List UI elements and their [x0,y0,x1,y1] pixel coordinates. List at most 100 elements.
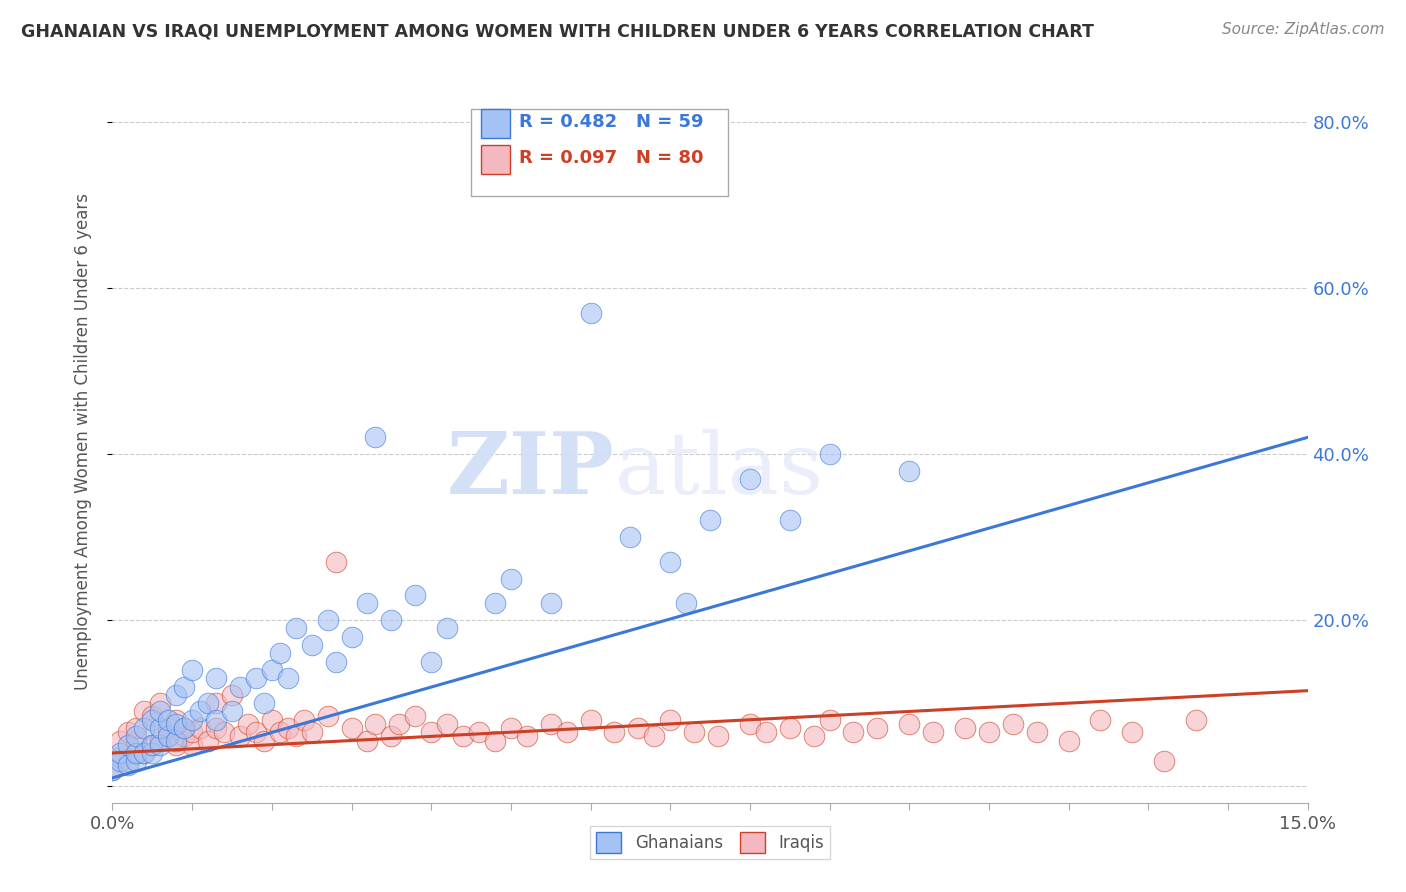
Point [364,430,387,444]
Point [117,758,139,772]
Point [110,746,132,760]
Point [277,671,299,685]
Point [738,472,761,486]
Point [579,713,602,727]
Point [356,733,378,747]
Point [157,730,180,744]
Point [205,713,228,727]
Point [659,713,682,727]
Point [364,717,387,731]
Point [173,721,195,735]
Point [977,725,1000,739]
Point [1001,717,1024,731]
Point [818,447,841,461]
Point [436,717,458,731]
Point [284,730,307,744]
Point [356,597,378,611]
Point [922,725,945,739]
Point [292,713,315,727]
Point [284,621,307,635]
Point [388,717,411,731]
Point [540,597,562,611]
Point [236,717,259,731]
Point [253,733,276,747]
Text: R = 0.482   N = 59: R = 0.482 N = 59 [519,113,703,131]
Point [603,725,626,739]
Point [738,717,761,731]
Point [173,680,195,694]
Point [1090,713,1112,727]
Point [157,713,180,727]
Point [579,306,602,320]
Point [141,746,163,760]
Point [643,730,665,744]
Point [499,572,522,586]
Point [316,708,339,723]
Point [245,671,267,685]
Point [253,696,276,710]
Text: R = 0.097   N = 80: R = 0.097 N = 80 [519,149,703,168]
Point [181,725,204,739]
Point [260,663,283,677]
Point [101,763,124,777]
Point [165,713,187,727]
Point [499,721,522,735]
Point [149,705,172,719]
Point [380,730,402,744]
Point [325,555,347,569]
Point [245,725,267,739]
Point [683,725,706,739]
Point [149,721,172,735]
Point [157,721,180,735]
Point [229,680,252,694]
Point [779,513,801,527]
Point [141,713,163,727]
Point [101,763,124,777]
Point [221,705,243,719]
Point [1057,733,1080,747]
Point [149,733,172,747]
Legend: Ghanaians, Iraqis: Ghanaians, Iraqis [589,826,831,860]
Point [699,513,721,527]
FancyBboxPatch shape [481,109,510,138]
Point [659,555,682,569]
Point [707,730,730,744]
Point [269,646,291,660]
Point [340,721,363,735]
Point [205,671,228,685]
Text: Source: ZipAtlas.com: Source: ZipAtlas.com [1222,22,1385,37]
Point [125,746,148,760]
Point [866,721,889,735]
Text: GHANAIAN VS IRAQI UNEMPLOYMENT AMONG WOMEN WITH CHILDREN UNDER 6 YEARS CORRELATI: GHANAIAN VS IRAQI UNEMPLOYMENT AMONG WOM… [21,22,1094,40]
Point [842,725,865,739]
Point [301,638,323,652]
Point [149,738,172,752]
Point [260,713,283,727]
Point [117,738,139,752]
Point [619,530,641,544]
Point [1121,725,1143,739]
Point [404,588,426,602]
Point [141,738,163,752]
Point [125,754,148,768]
Point [181,663,204,677]
FancyBboxPatch shape [471,109,728,196]
Point [197,733,219,747]
Point [468,725,491,739]
Text: atlas: atlas [614,429,824,512]
Point [420,725,443,739]
Point [134,705,156,719]
Point [404,708,426,723]
Point [165,738,187,752]
Point [1185,713,1208,727]
Point [420,655,443,669]
Point [555,725,578,739]
Point [516,730,538,744]
Point [125,733,148,747]
Point [181,713,204,727]
Y-axis label: Unemployment Among Women with Children Under 6 years: Unemployment Among Women with Children U… [73,193,91,690]
Point [134,746,156,760]
Point [188,721,211,735]
Point [540,717,562,731]
Point [173,730,195,744]
